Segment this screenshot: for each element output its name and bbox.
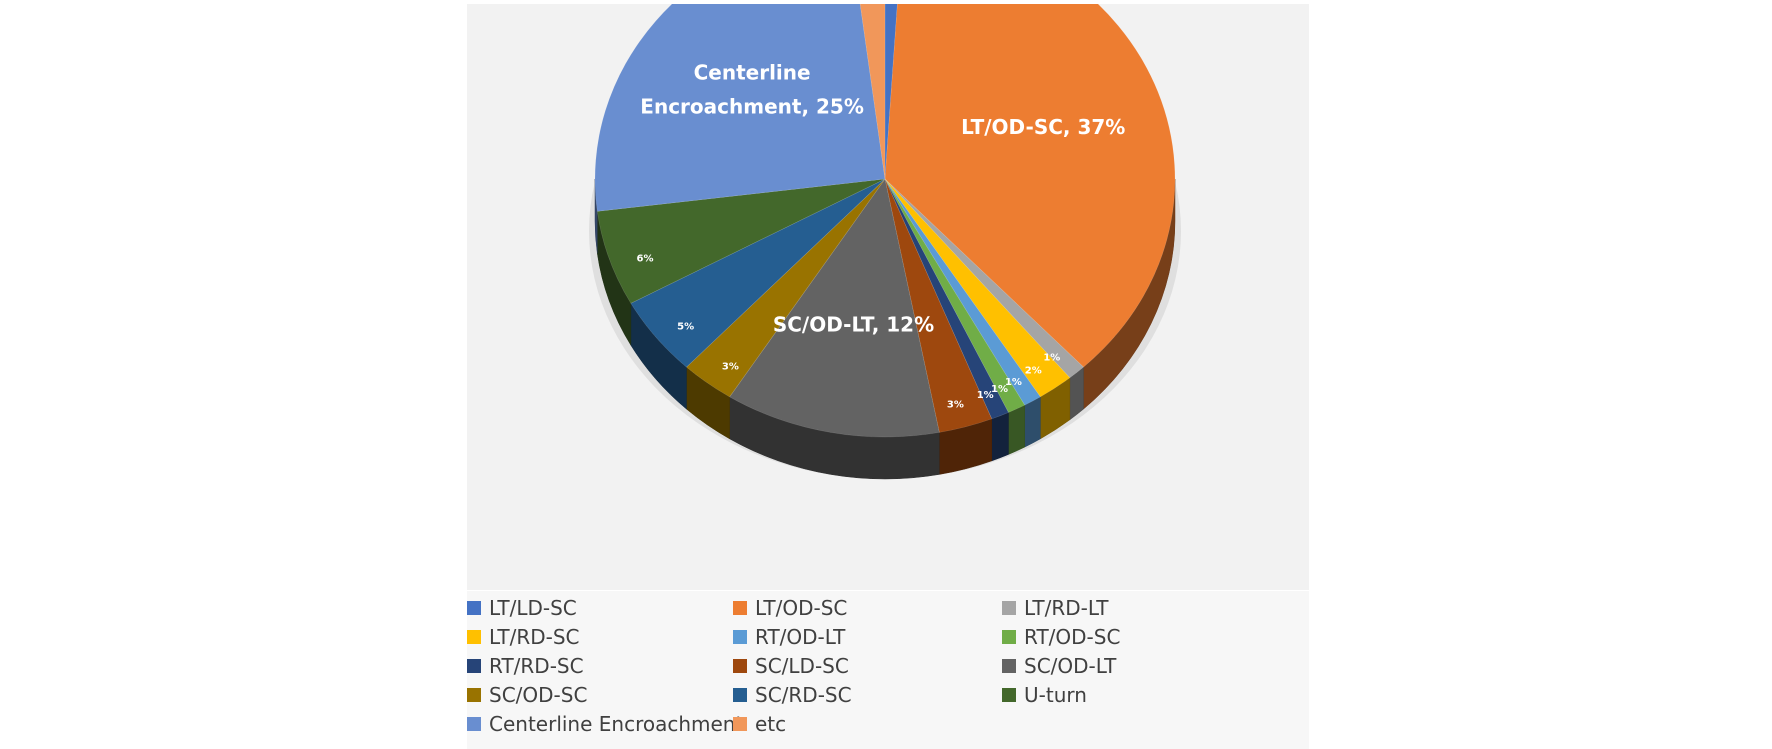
legend-label: LT/OD-SC — [755, 596, 848, 620]
pie-slice-rt-od-sc — [884, 178, 1026, 413]
legend-swatch — [733, 717, 747, 731]
pie-slice-lt-od-sc — [884, 4, 1176, 368]
legend-swatch — [733, 659, 747, 673]
legend-item-sc-ld-sc: SC/LD-SC — [733, 653, 849, 679]
legend-label: SC/RD-SC — [755, 683, 852, 707]
pie-data-labels: 1%LT/OD-SC, 37%1%2%1%1%1%3%SC/OD-LT, 12%… — [637, 60, 1126, 411]
pie-slice-centerline-encroachment — [594, 4, 886, 212]
legend-swatch — [467, 659, 481, 673]
legend-item-etc: etc — [733, 711, 786, 737]
legend-swatch — [467, 601, 481, 615]
pie-side-rt-rd-sc — [991, 412, 1009, 462]
legend-item-sc-od-sc: SC/OD-SC — [467, 682, 587, 708]
legend-swatch — [1002, 630, 1016, 644]
legend-item-sc-rd-sc: SC/RD-SC — [733, 682, 852, 708]
chart-panel: 1%LT/OD-SC, 37%1%2%1%1%1%3%SC/OD-LT, 12%… — [467, 4, 1309, 590]
legend-swatch — [467, 688, 481, 702]
pie-slices — [594, 4, 1176, 438]
legend-swatch — [733, 688, 747, 702]
legend-swatch — [1002, 659, 1016, 673]
data-label-sc-rd-sc: 5% — [677, 322, 694, 333]
data-label-rt-rd-sc: 1% — [977, 390, 994, 401]
data-label-lt-rd-lt: 1% — [1043, 352, 1060, 363]
legend-label: SC/OD-SC — [489, 683, 588, 707]
legend-label: LT/LD-SC — [489, 596, 577, 620]
legend-label: etc — [755, 712, 787, 736]
pie-slice-sc-ld-sc — [884, 178, 993, 433]
pie-side-walls — [594, 178, 1176, 480]
pie-slice-sc-od-sc — [686, 178, 886, 398]
pie-chart: 1%LT/OD-SC, 37%1%2%1%1%1%3%SC/OD-LT, 12%… — [589, 4, 1181, 480]
legend-swatch — [1002, 688, 1016, 702]
data-label-lt-rd-sc: 2% — [1025, 366, 1042, 377]
data-label-sc-od-sc: 3% — [722, 361, 739, 372]
legend-label: LT/RD-SC — [489, 625, 580, 649]
pie-side-rt-od-lt — [1024, 396, 1041, 448]
legend-swatch — [733, 630, 747, 644]
pie-slice-lt-rd-sc — [884, 178, 1071, 398]
legend-label: RT/RD-SC — [489, 654, 584, 678]
pie-slice-lt-rd-lt — [884, 178, 1084, 379]
data-label-sc-ld-sc: 3% — [947, 400, 964, 411]
pie-slice-rt-rd-sc — [884, 178, 1009, 420]
legend-label: RT/OD-SC — [1024, 625, 1121, 649]
legend-item-lt-rd-sc: LT/RD-SC — [467, 624, 580, 650]
legend-item-rt-od-lt: RT/OD-LT — [733, 624, 845, 650]
legend-item-lt-ld-sc: LT/LD-SC — [467, 595, 577, 621]
pie-slice-lt-ld-sc — [884, 4, 898, 180]
legend-item-lt-od-sc: LT/OD-SC — [733, 595, 847, 621]
data-label-rt-od-lt: 1% — [1005, 377, 1022, 388]
data-label-lt-od-sc: LT/OD-SC, 37% — [961, 115, 1125, 139]
legend-label: SC/LD-SC — [755, 654, 849, 678]
legend-label: Centerline Encroachment — [489, 712, 744, 736]
legend-item-rt-rd-sc: RT/RD-SC — [467, 653, 584, 679]
data-label-u-turn: 6% — [637, 253, 654, 264]
chart-legend: LT/LD-SC LT/OD-SC LT/RD-LT LT/RD-SC RT/OD-LT… — [467, 591, 1309, 749]
legend-item-centerline-encroachment: Centerline Encroachment — [467, 711, 743, 737]
legend-item-lt-rd-lt: LT/RD-LT — [1002, 595, 1108, 621]
legend-item-sc-od-lt: SC/OD-LT — [1002, 653, 1116, 679]
legend-swatch — [733, 601, 747, 615]
pie-slice-sc-od-lt — [729, 178, 940, 438]
legend-item-rt-od-sc: RT/OD-SC — [1002, 624, 1120, 650]
legend-label: RT/OD-LT — [755, 625, 846, 649]
pie-slice-u-turn — [596, 178, 886, 304]
legend-label: LT/RD-LT — [1024, 596, 1109, 620]
data-label-centerline-encroachment: Centerline Encroachment, 25% — [640, 60, 864, 118]
data-label-rt-od-sc: 1% — [991, 384, 1008, 395]
legend-swatch — [467, 630, 481, 644]
pie-slice-rt-od-lt — [884, 178, 1041, 406]
legend-item-u-turn: U-turn — [1002, 682, 1087, 708]
data-label-sc-od-lt: SC/OD-LT, 12% — [773, 312, 934, 336]
pie-slice-sc-rd-sc — [630, 178, 886, 368]
legend-label: SC/OD-LT — [1024, 654, 1117, 678]
pie-slice-etc — [859, 4, 886, 180]
legend-swatch — [467, 717, 481, 731]
legend-label: U-turn — [1024, 683, 1087, 707]
legend-swatch — [1002, 601, 1016, 615]
pie-side-rt-od-sc — [1008, 404, 1025, 455]
